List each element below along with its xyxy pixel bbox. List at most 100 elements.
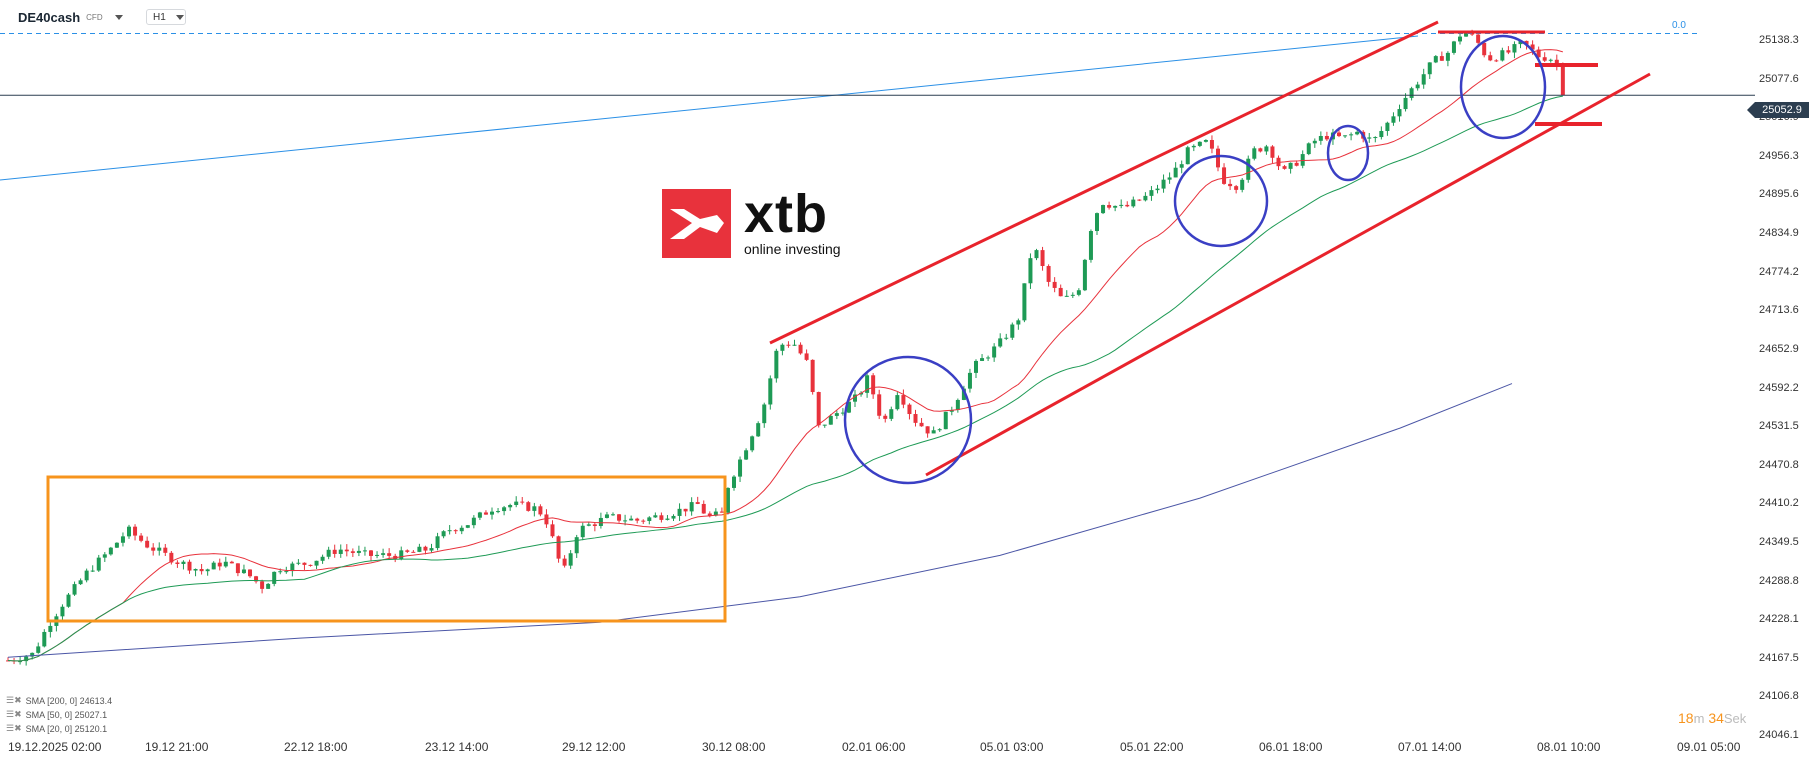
- candle-body: [48, 625, 53, 632]
- candle-body: [1119, 204, 1124, 206]
- candle-body: [1064, 295, 1069, 297]
- candle-body: [611, 514, 615, 516]
- candle-timer: 18m 34Sek: [1678, 710, 1746, 726]
- legend-item[interactable]: ☰✖ SMA [20, 0] 25120.1: [6, 723, 107, 734]
- y-tick-label: 24228.1: [1759, 613, 1799, 626]
- candle-body: [78, 580, 83, 585]
- y-tick-label: 24592.2: [1759, 381, 1799, 394]
- x-tick-label: 22.12 18:00: [284, 740, 348, 754]
- candle-body: [1240, 179, 1245, 190]
- candle-body: [193, 569, 198, 571]
- candle-body: [1161, 179, 1166, 189]
- timer-seconds: 34: [1708, 710, 1724, 726]
- candle-body: [641, 520, 646, 522]
- candle-body: [229, 561, 234, 564]
- candle-body: [1022, 283, 1027, 321]
- candle-body: [798, 344, 803, 354]
- candle-body: [1403, 97, 1408, 110]
- candle-body: [114, 542, 119, 548]
- candle-body: [774, 350, 779, 379]
- candle-body: [980, 358, 985, 361]
- timer-seconds-unit: Sek: [1723, 711, 1747, 726]
- candle-body: [544, 514, 549, 525]
- candle-body: [955, 399, 960, 410]
- candle-body: [356, 550, 361, 553]
- candle-body: [1203, 139, 1208, 142]
- candle-body: [804, 353, 809, 360]
- y-tick-label: 24410.2: [1759, 497, 1799, 510]
- candle-body: [320, 556, 325, 561]
- candle-body: [992, 346, 997, 358]
- candle-body: [1530, 44, 1535, 50]
- symbol-selector[interactable]: DE40cash CFD: [18, 10, 123, 25]
- candle-body: [1306, 143, 1311, 155]
- legend-item[interactable]: ☰✖ SMA [50, 0] 25027.1: [6, 709, 107, 720]
- x-tick-label: 02.01 06:00: [842, 740, 906, 754]
- candle-body: [1101, 205, 1106, 214]
- fib-trend-line: [0, 35, 1419, 181]
- candle-body: [145, 540, 150, 548]
- candle-body: [72, 584, 77, 595]
- candle-body: [344, 549, 349, 552]
- candle-body: [278, 571, 283, 573]
- candle-body: [1397, 109, 1402, 117]
- candle-body: [1197, 141, 1202, 146]
- x-tick-label: 06.01 18:00: [1259, 740, 1323, 754]
- legend-toggle-icon[interactable]: ☰✖: [6, 723, 22, 733]
- candle-body: [871, 375, 876, 395]
- candle-body: [568, 553, 573, 566]
- candle-body: [18, 661, 23, 663]
- candle-body: [254, 576, 259, 582]
- drawings: [0, 20, 1755, 623]
- candle-body: [1107, 205, 1112, 208]
- candle-body: [1167, 177, 1172, 180]
- highlight-circle: [843, 355, 973, 485]
- candle-body: [707, 513, 712, 516]
- y-tick-label: 24470.8: [1759, 458, 1799, 471]
- candle-body: [1470, 32, 1475, 35]
- candle-body: [90, 570, 95, 572]
- legend-item[interactable]: ☰✖ SMA [200, 0] 24613.4: [6, 695, 112, 706]
- legend-label: SMA [50, 0] 25027.1: [25, 709, 108, 720]
- candle-body: [943, 411, 948, 430]
- candle-body: [36, 646, 41, 653]
- candle-body: [1343, 135, 1348, 137]
- candle-body: [362, 550, 367, 552]
- candle-body: [1288, 162, 1293, 169]
- candle-body: [1415, 84, 1420, 89]
- candle-body: [1300, 154, 1305, 166]
- legend-toggle-icon[interactable]: ☰✖: [6, 695, 22, 705]
- candle-body: [1554, 59, 1559, 65]
- y-tick-label: 25077.6: [1759, 72, 1799, 85]
- candle-body: [175, 562, 180, 564]
- candle-body: [677, 508, 682, 516]
- candle-body: [1536, 49, 1541, 58]
- candle-body: [1324, 135, 1329, 140]
- candle-body: [1385, 122, 1390, 131]
- candle-body: [786, 344, 791, 346]
- candle-body: [1137, 199, 1142, 201]
- candle-body: [1228, 183, 1233, 187]
- candle-body: [659, 515, 664, 520]
- candle-body: [550, 524, 555, 537]
- y-tick-label: 24046.1: [1759, 729, 1799, 742]
- candle-body: [695, 502, 700, 504]
- x-tick-label: 29.12 12:00: [562, 740, 626, 754]
- timeframe-selector[interactable]: H1: [146, 9, 186, 25]
- candle-body: [1270, 146, 1275, 158]
- legend-toggle-icon[interactable]: ☰✖: [6, 709, 22, 719]
- candle-body: [792, 344, 797, 346]
- candle-body: [139, 535, 144, 541]
- chevron-down-icon: [114, 15, 123, 20]
- x-tick-label: 05.01 03:00: [980, 740, 1044, 754]
- x-tick-label: 23.12 14:00: [425, 740, 489, 754]
- candle-body: [1318, 135, 1323, 141]
- candle-body: [768, 378, 773, 405]
- y-tick-label: 24834.9: [1759, 227, 1799, 240]
- candle-body: [314, 560, 319, 566]
- candle-body: [1337, 132, 1341, 137]
- candle-body: [635, 518, 640, 521]
- y-tick-label: 24956.3: [1759, 149, 1799, 162]
- candle-body: [701, 503, 706, 514]
